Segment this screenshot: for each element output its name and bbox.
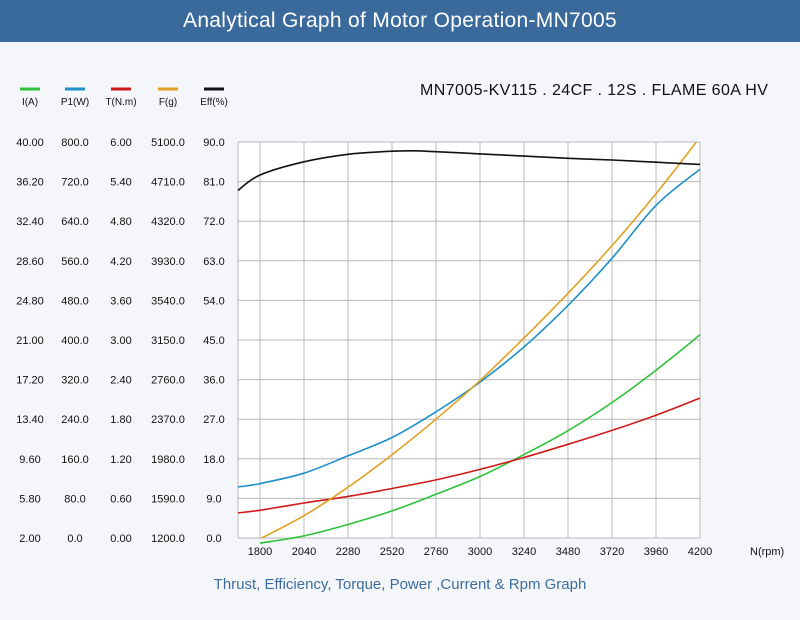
y-tick-label-P1: 240.0	[61, 414, 89, 426]
y-tick-label-I: 28.60	[16, 256, 44, 268]
y-tick-label-P1: 320.0	[61, 375, 89, 387]
x-tick-label: 4200	[688, 546, 712, 558]
y-tick-label-P1: 640.0	[61, 216, 89, 228]
y-tick-label-I: 24.80	[16, 295, 44, 307]
x-tick-label: 2040	[292, 546, 316, 558]
y-tick-label-F: 2760.0	[151, 375, 185, 387]
y-tick-label-Eff: 81.0	[203, 177, 224, 189]
y-tick-label-Eff: 0.0	[206, 533, 221, 545]
x-tick-label: 2520	[380, 546, 404, 558]
y-tick-label-T: 5.40	[110, 177, 131, 189]
y-tick-label-P1: 800.0	[61, 137, 89, 149]
legend-label-T: T(N.m)	[105, 97, 136, 108]
y-tick-label-Eff: 18.0	[203, 454, 224, 466]
y-tick-label-Eff: 54.0	[203, 295, 224, 307]
x-tick-label: 3240	[512, 546, 536, 558]
x-tick-label: 3480	[556, 546, 580, 558]
y-tick-label-T: 3.00	[110, 335, 131, 347]
y-tick-label-F: 3930.0	[151, 256, 185, 268]
legend-label-P1: P1(W)	[61, 97, 89, 108]
y-tick-label-I: 5.80	[19, 493, 40, 505]
y-tick-label-P1: 560.0	[61, 256, 89, 268]
legend-label-F: F(g)	[159, 97, 177, 108]
y-tick-label-I: 13.40	[16, 414, 44, 426]
y-tick-label-Eff: 63.0	[203, 256, 224, 268]
y-tick-label-P1: 400.0	[61, 335, 89, 347]
y-tick-label-P1: 80.0	[64, 493, 85, 505]
y-tick-label-T: 4.80	[110, 216, 131, 228]
legend-label-Eff: Eff(%)	[200, 97, 228, 108]
y-tick-label-I: 36.20	[16, 177, 44, 189]
x-axis-label: N(rpm)	[750, 546, 784, 558]
y-tick-label-T: 2.40	[110, 375, 131, 387]
series-line-Eff	[237, 149, 701, 192]
x-tick-label: 2280	[336, 546, 360, 558]
x-tick-label: 3960	[644, 546, 668, 558]
y-tick-label-T: 0.00	[110, 533, 131, 545]
y-tick-label-P1: 720.0	[61, 177, 89, 189]
y-tick-label-Eff: 90.0	[203, 137, 224, 149]
y-tick-label-I: 17.20	[16, 375, 44, 387]
x-tick-label: 2760	[424, 546, 448, 558]
series-line-T	[237, 397, 701, 514]
y-tick-label-T: 1.20	[110, 454, 131, 466]
y-tick-label-Eff: 72.0	[203, 216, 224, 228]
y-tick-label-T: 1.80	[110, 414, 131, 426]
y-tick-label-F: 3540.0	[151, 295, 185, 307]
series-line-P1	[237, 168, 701, 488]
y-tick-label-I: 40.00	[16, 137, 44, 149]
y-tick-label-T: 3.60	[110, 295, 131, 307]
series-line-F	[261, 141, 697, 539]
y-tick-label-F: 4710.0	[151, 177, 185, 189]
y-tick-label-Eff: 45.0	[203, 335, 224, 347]
y-tick-label-F: 1200.0	[151, 533, 185, 545]
y-tick-label-F: 4320.0	[151, 216, 185, 228]
y-tick-label-Eff: 36.0	[203, 375, 224, 387]
model-label: MN7005-KV115 . 24CF . 12S . FLAME 60A HV	[420, 82, 769, 99]
chart-title: Analytical Graph of Motor Operation-MN70…	[0, 0, 800, 42]
y-tick-label-F: 3150.0	[151, 335, 185, 347]
y-tick-label-T: 4.20	[110, 256, 131, 268]
y-tick-label-T: 6.00	[110, 137, 131, 149]
y-tick-label-I: 21.00	[16, 335, 44, 347]
y-tick-label-Eff: 9.0	[206, 493, 221, 505]
x-tick-label: 3720	[600, 546, 624, 558]
y-tick-label-I: 32.40	[16, 216, 44, 228]
y-tick-label-F: 1590.0	[151, 493, 185, 505]
y-tick-label-T: 0.60	[110, 493, 131, 505]
chart-caption: Thrust, Efficiency, Torque, Power ,Curre…	[213, 576, 587, 593]
y-tick-label-Eff: 27.0	[203, 414, 224, 426]
series-line-I	[259, 334, 701, 544]
y-tick-label-I: 9.60	[19, 454, 40, 466]
y-tick-label-F: 2370.0	[151, 414, 185, 426]
y-tick-label-F: 1980.0	[151, 454, 185, 466]
y-tick-label-P1: 160.0	[61, 454, 89, 466]
y-tick-label-I: 2.00	[19, 533, 40, 545]
x-tick-label: 3000	[468, 546, 492, 558]
y-tick-label-F: 5100.0	[151, 137, 185, 149]
legend-label-I: I(A)	[22, 97, 38, 108]
y-tick-label-P1: 0.0	[67, 533, 82, 545]
y-tick-label-P1: 480.0	[61, 295, 89, 307]
x-tick-label: 1800	[248, 546, 272, 558]
